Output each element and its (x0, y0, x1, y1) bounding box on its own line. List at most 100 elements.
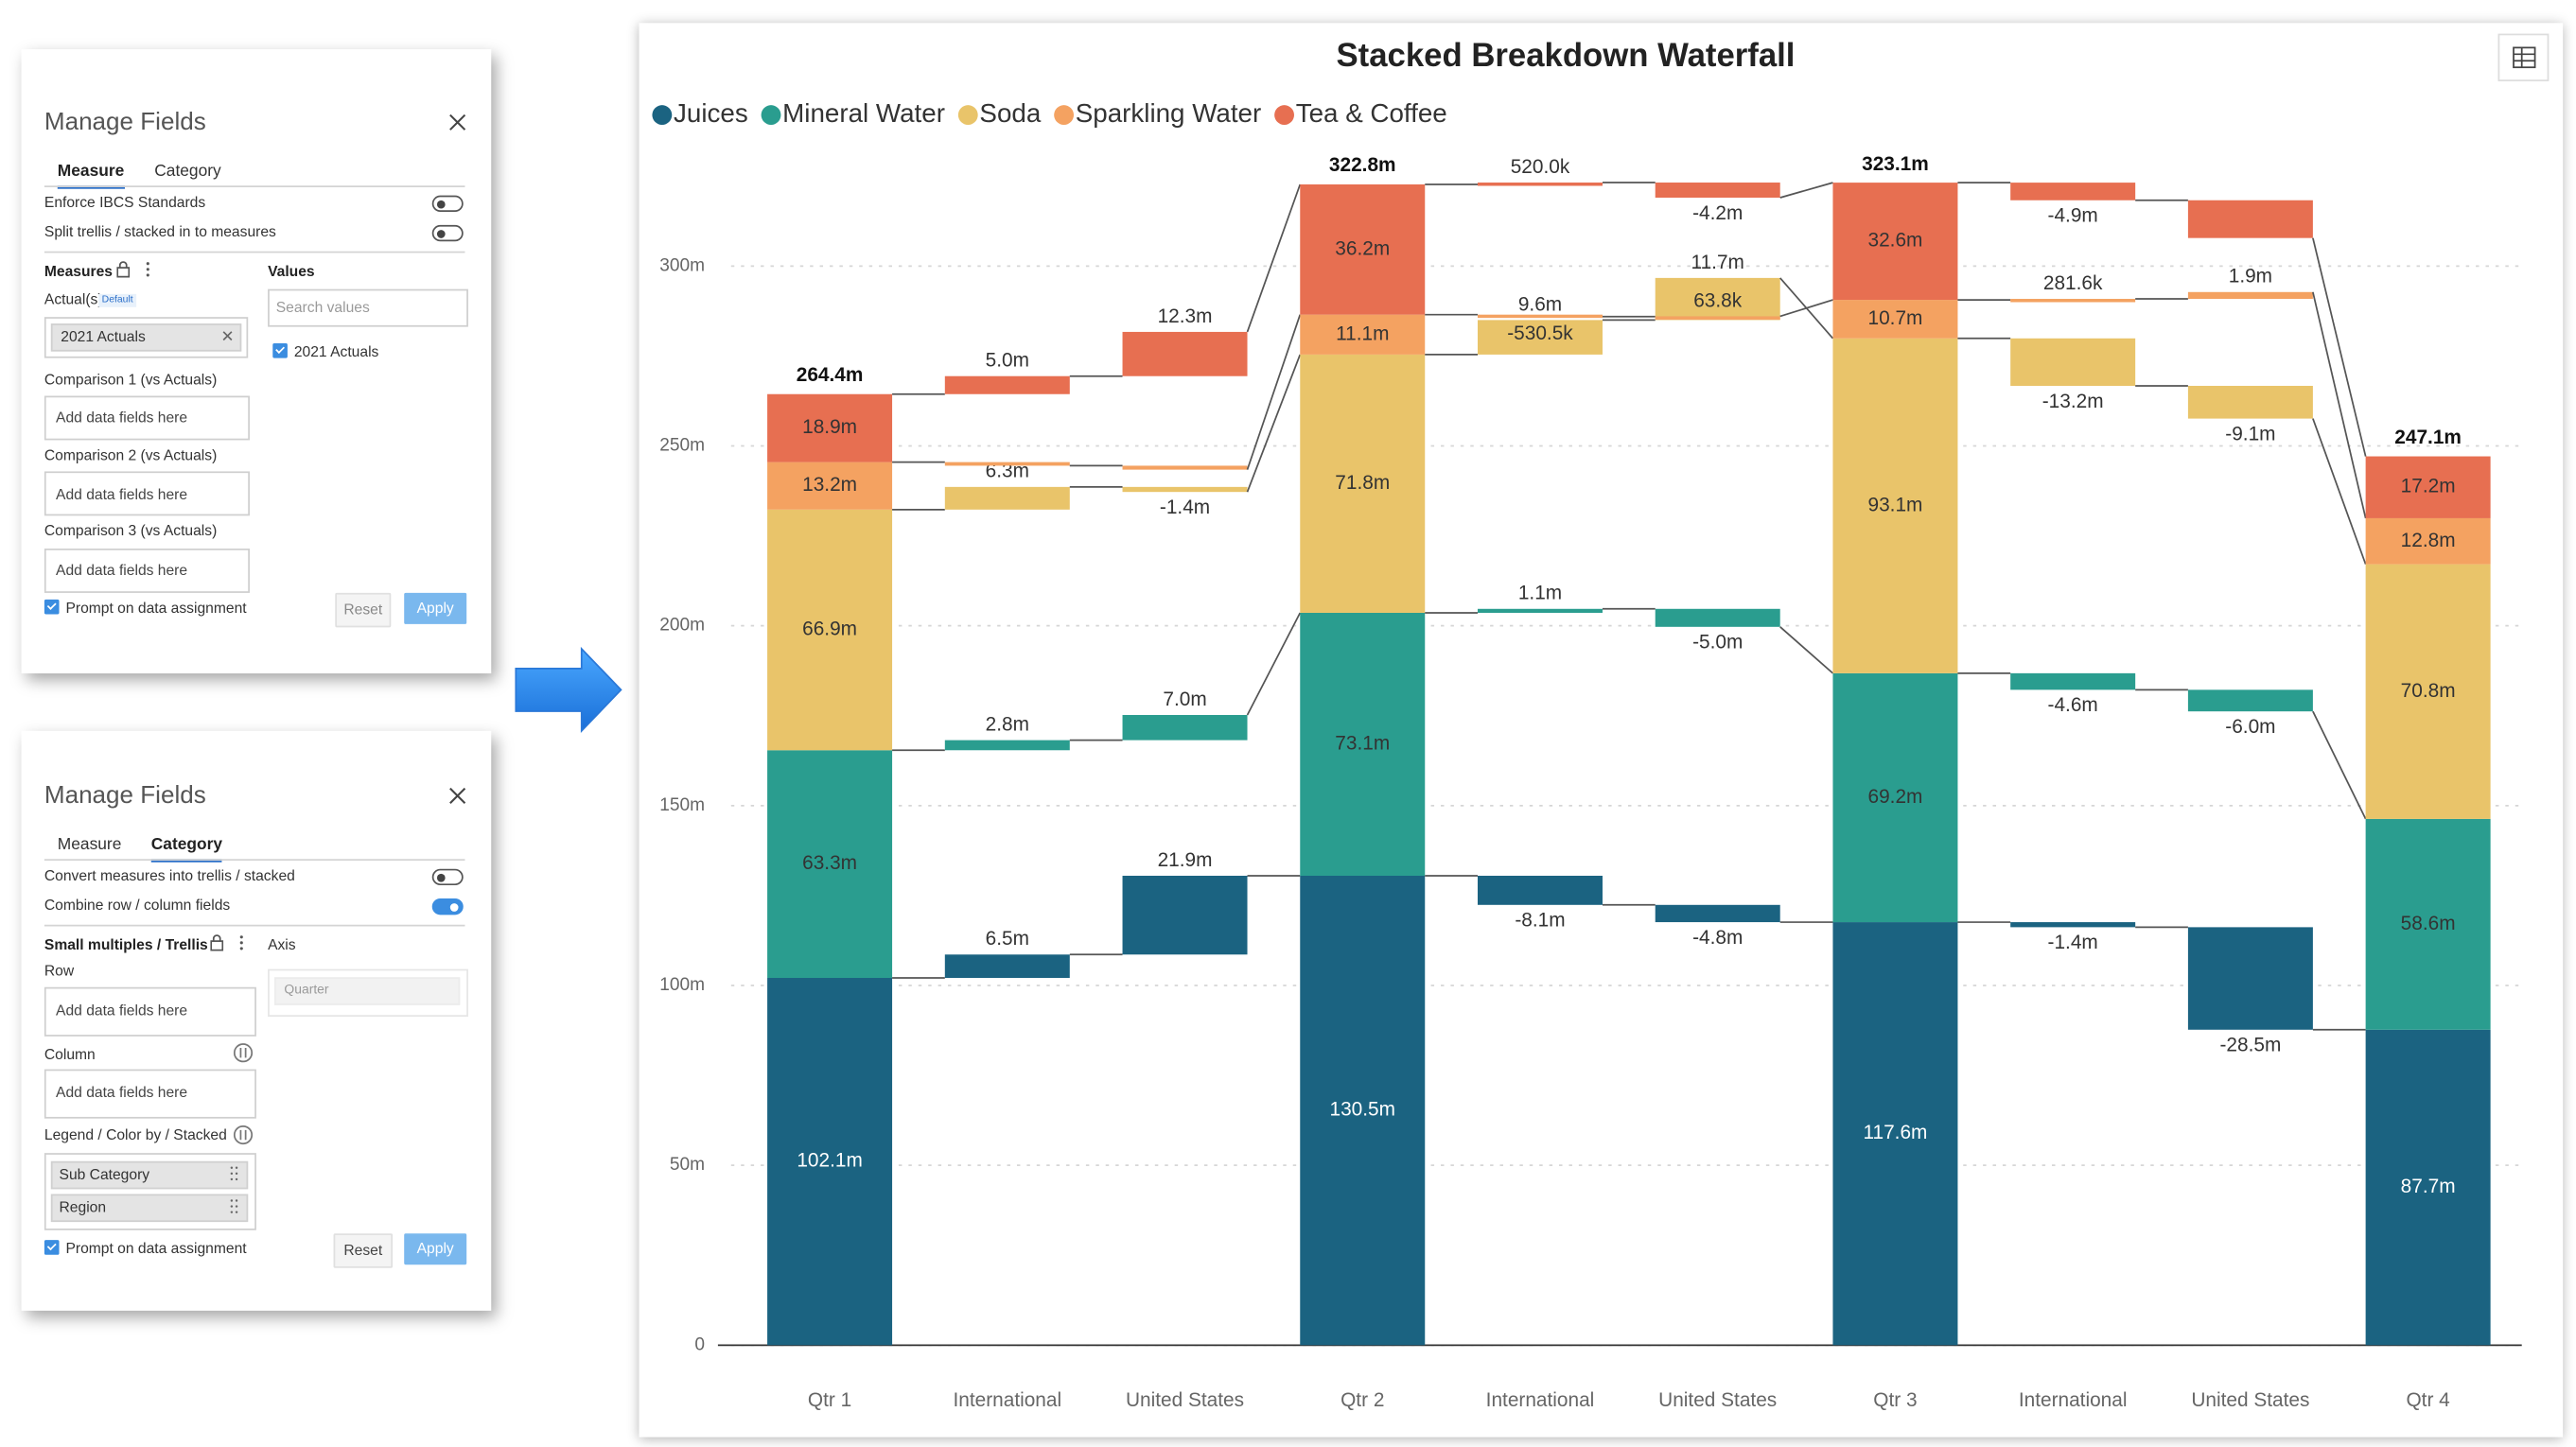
data-label: 66.9m (802, 619, 857, 640)
total-segment (1300, 875, 1426, 1346)
drop-zone[interactable] (44, 549, 250, 593)
more-icon[interactable] (238, 934, 245, 950)
total-segment (767, 750, 893, 979)
y-tick-label: 250m (659, 436, 705, 456)
total-segment (2365, 818, 2491, 1030)
legend-marker (957, 105, 978, 125)
field-chip[interactable] (50, 323, 242, 352)
data-label: -4.8m (1692, 927, 1743, 949)
total-segment (1832, 922, 1958, 1346)
section-heading: Values (268, 262, 315, 280)
drag-handle[interactable] (230, 1199, 238, 1214)
swap-icon[interactable] (233, 1043, 254, 1063)
checkbox[interactable] (44, 1240, 60, 1255)
delta-bar (2187, 385, 2313, 419)
legend-label: Sparkling Water (1076, 98, 1261, 128)
table-icon[interactable] (2497, 33, 2550, 81)
y-tick-label: 0 (694, 1334, 705, 1354)
data-label: -4.9m (2048, 205, 2098, 227)
tab[interactable]: Category (154, 162, 221, 182)
data-label: 11.1m (1336, 323, 1389, 344)
data-label: 17.2m (2401, 476, 2456, 497)
checkbox-label: Prompt on data assignment (65, 1240, 247, 1257)
data-label: -1.4m (1160, 497, 1210, 518)
data-label: 63.3m (802, 852, 857, 874)
checkbox[interactable] (44, 599, 60, 615)
close-button[interactable] (448, 113, 466, 131)
data-label: 93.1m (1867, 494, 1922, 515)
field-chip[interactable] (50, 1160, 249, 1190)
data-label: -9.1m (2225, 423, 2275, 445)
connector (1246, 354, 1302, 493)
more-icon[interactable] (145, 261, 151, 277)
field-label: Comparison 3 (vs Actuals) (44, 522, 218, 539)
data-label: 1.1m (1518, 583, 1562, 604)
drop-zone[interactable] (44, 471, 250, 516)
tab[interactable]: Measure (57, 835, 122, 855)
total-segment (1300, 184, 1426, 315)
delta-bar (1655, 277, 1780, 321)
drop-zone[interactable] (44, 986, 256, 1037)
panel-title: Manage Fields (44, 781, 206, 811)
drop-placeholder: Add data fields here (56, 1084, 188, 1101)
data-label: -8.1m (1515, 910, 1565, 932)
total-segment (2365, 564, 2491, 819)
data-label: -5.0m (1692, 632, 1743, 654)
connector (1246, 314, 1302, 470)
section-heading: Measures (44, 262, 114, 280)
toggle[interactable] (431, 898, 464, 915)
toggle[interactable] (431, 195, 464, 213)
close-button[interactable] (448, 787, 466, 805)
panel-title: Manage Fields (44, 108, 206, 137)
data-label: 130.5m (1330, 1099, 1395, 1121)
apply-button[interactable]: Apply (404, 1233, 467, 1265)
checkbox[interactable] (272, 342, 288, 358)
drop-placeholder: Add data fields here (56, 561, 188, 579)
x-tick-label: Qtr 2 (1341, 1389, 1384, 1411)
swap-icon[interactable] (233, 1124, 254, 1145)
drop-zone[interactable] (44, 1069, 256, 1119)
drop-zone[interactable] (44, 395, 250, 441)
connector (2312, 418, 2367, 565)
drag-handle[interactable] (230, 1166, 238, 1181)
connector (1246, 183, 1302, 333)
delta-bar (1122, 465, 1248, 470)
total-segment (1832, 300, 1958, 339)
tab[interactable]: Category (150, 836, 223, 863)
delta-bar (2187, 689, 2313, 712)
chart-card (639, 23, 2564, 1438)
data-label: -28.5m (2219, 1035, 2281, 1056)
apply-button[interactable]: Apply (404, 592, 467, 624)
data-label: 73.1m (1335, 732, 1390, 754)
reset-button[interactable]: Reset (335, 592, 392, 628)
toggle-label: Combine row / column fields (44, 897, 231, 914)
data-label: 2.8m (986, 713, 1029, 735)
data-label: -4.2m (1692, 202, 1743, 224)
delta-bar (944, 375, 1070, 394)
drop-placeholder: Add data fields here (56, 1002, 188, 1019)
total-segment (2365, 1029, 2491, 1346)
total-segment (767, 509, 893, 751)
legend-marker (761, 105, 781, 125)
field-chip[interactable] (50, 1194, 249, 1223)
total-segment (767, 978, 893, 1346)
arrow (515, 646, 622, 733)
search-box[interactable] (268, 288, 468, 327)
data-label: 12.3m (1158, 305, 1213, 327)
toggle[interactable] (431, 868, 464, 886)
remove-icon[interactable] (221, 330, 233, 341)
data-label: 87.7m (2401, 1176, 2456, 1197)
toggle-label: Convert measures into trellis / stacked (44, 866, 295, 884)
toggle-label: Split trellis / stacked in to measures (44, 223, 276, 240)
data-label: -4.6m (2048, 694, 2098, 716)
toggle[interactable] (431, 224, 464, 242)
x-tick-label: International (2019, 1389, 2128, 1411)
field-label: Legend / Color by / Stacked (44, 1126, 227, 1143)
delta-bar (1122, 486, 1248, 493)
reset-button[interactable]: Reset (333, 1233, 394, 1268)
data-label: 13.2m (802, 474, 857, 496)
delta-bar (944, 954, 1070, 979)
delta-bar (1477, 314, 1603, 319)
data-label: 5.0m (986, 350, 1029, 372)
